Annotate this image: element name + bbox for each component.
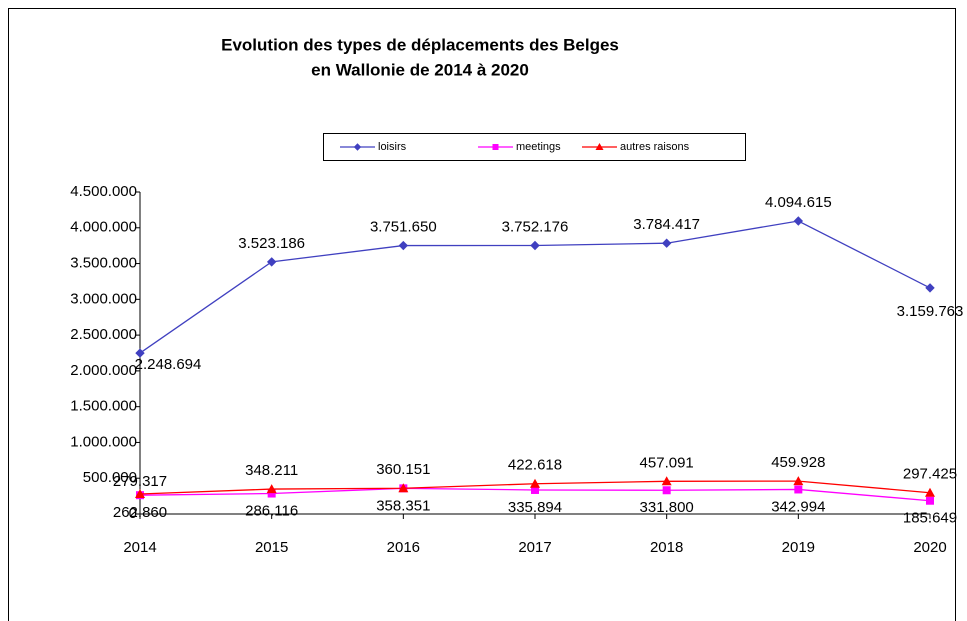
x-tick-label: 2020 bbox=[913, 539, 946, 556]
marker bbox=[925, 283, 935, 293]
marker bbox=[398, 483, 409, 493]
marker bbox=[266, 257, 277, 267]
marker bbox=[267, 489, 276, 498]
y-tick-label: 4.500.000 bbox=[70, 183, 137, 200]
marker bbox=[793, 476, 804, 486]
marker bbox=[530, 240, 540, 251]
y-tick-label: 2.000.000 bbox=[70, 362, 137, 379]
legend-text: meetings bbox=[516, 141, 561, 153]
y-tick-label: 3.000.000 bbox=[70, 290, 137, 307]
y-tick-label: 1.500.000 bbox=[70, 398, 137, 415]
marker bbox=[266, 484, 277, 494]
data-label: 348.211 bbox=[245, 462, 298, 479]
y-tick-label: 500.000 bbox=[83, 469, 137, 486]
marker bbox=[135, 489, 145, 499]
x-tick-label: 2019 bbox=[782, 539, 815, 556]
data-label: 342.994 bbox=[771, 498, 825, 515]
data-label: 297.425 bbox=[903, 466, 957, 483]
data-label: 3.751.650 bbox=[370, 219, 437, 236]
x-tick-label: 2014 bbox=[123, 539, 156, 556]
x-tick-label: 2016 bbox=[387, 539, 420, 556]
data-label: 358.351 bbox=[376, 497, 430, 514]
data-label: 3.159.763 bbox=[897, 303, 964, 320]
y-tick-label: 1.000.000 bbox=[70, 433, 137, 450]
marker bbox=[661, 238, 672, 248]
x-tick-label: 2015 bbox=[255, 539, 288, 556]
data-label: 422.618 bbox=[508, 457, 562, 474]
marker bbox=[794, 485, 803, 494]
x-tick-label: 2017 bbox=[518, 539, 551, 556]
marker bbox=[398, 240, 409, 251]
data-label: 286.116 bbox=[245, 502, 298, 519]
legend-text: autres raisons bbox=[620, 141, 690, 153]
data-label: 457.091 bbox=[640, 454, 694, 471]
legend-marker bbox=[353, 143, 362, 151]
chart-frame bbox=[8, 8, 956, 621]
y-tick-label: 4.000.000 bbox=[70, 219, 137, 236]
data-label: 459.928 bbox=[771, 454, 825, 471]
chart-subtitle: en Wallonie de 2014 à 2020 bbox=[311, 60, 529, 79]
data-label: 3.784.417 bbox=[633, 216, 700, 233]
marker bbox=[926, 496, 934, 505]
y-tick-label: 3.500.000 bbox=[70, 255, 137, 272]
marker bbox=[661, 476, 672, 486]
marker bbox=[925, 487, 935, 497]
y-tick-label: 2.500.000 bbox=[70, 326, 137, 343]
data-label: 185.649 bbox=[903, 510, 957, 527]
data-label: 3.523.186 bbox=[238, 235, 305, 252]
data-label: 360.151 bbox=[376, 461, 430, 478]
y-tick-label: 0 bbox=[129, 505, 137, 522]
data-label: 262.860 bbox=[113, 504, 167, 521]
marker bbox=[531, 485, 539, 494]
chart-title: Evolution des types de déplacements des … bbox=[221, 35, 619, 54]
legend-marker bbox=[492, 144, 499, 150]
legend-marker bbox=[595, 143, 604, 150]
data-label: 4.094.615 bbox=[765, 194, 832, 211]
data-label: 3.752.176 bbox=[502, 218, 569, 235]
marker bbox=[793, 216, 804, 226]
data-label: 2.248.694 bbox=[135, 356, 202, 373]
x-tick-label: 2018 bbox=[650, 539, 683, 556]
marker bbox=[530, 478, 540, 488]
data-label: 335.894 bbox=[508, 499, 562, 516]
marker bbox=[135, 348, 145, 358]
legend-box bbox=[323, 133, 746, 161]
data-label: 279.317 bbox=[113, 473, 167, 490]
legend-text: loisirs bbox=[378, 141, 407, 153]
data-label: 331.800 bbox=[640, 499, 694, 516]
marker bbox=[662, 486, 671, 495]
